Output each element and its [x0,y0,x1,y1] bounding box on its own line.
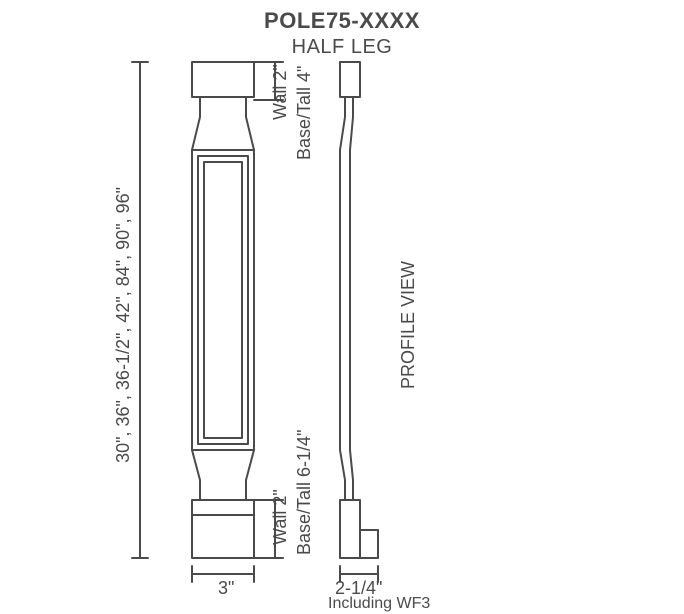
technical-drawing [0,0,684,614]
